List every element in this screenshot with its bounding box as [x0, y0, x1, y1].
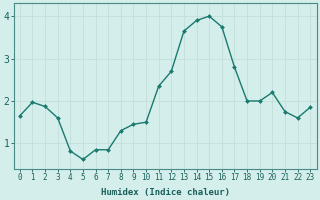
X-axis label: Humidex (Indice chaleur): Humidex (Indice chaleur) — [100, 188, 229, 197]
